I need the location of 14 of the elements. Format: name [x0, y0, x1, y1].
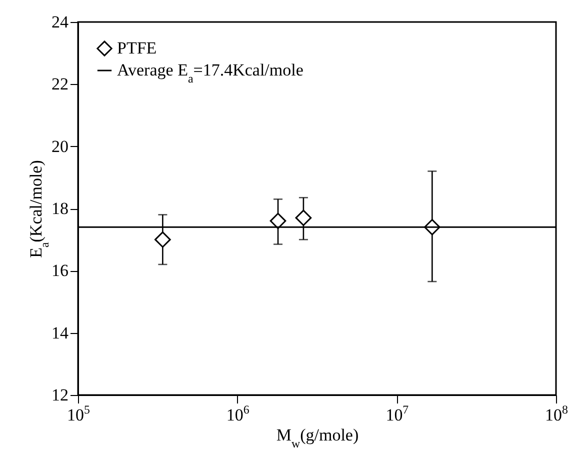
x-tick-label: 10$^{7}$	[386, 402, 409, 424]
y-tick-label: 20	[52, 136, 68, 156]
x-tick-label: 10$^{8}$	[545, 402, 568, 424]
legend-label: Average E$_{a}$=17.4Kcal/mole	[117, 60, 304, 86]
x-tick-label: 10$^{5}$	[67, 402, 90, 424]
y-tick-label: 12	[52, 386, 68, 404]
y-tick-label: 24	[52, 12, 69, 32]
y-tick-label: 14	[52, 323, 69, 342]
y-tick-label: 22	[52, 74, 68, 94]
x-tick-label: 10$^{6}$	[226, 402, 250, 424]
y-tick-label: 16	[52, 261, 68, 280]
x-axis-title: M$_{w}$(g/mole)	[276, 426, 359, 450]
legend-label: PTFE	[117, 38, 157, 58]
y-tick-label: 18	[52, 199, 68, 218]
